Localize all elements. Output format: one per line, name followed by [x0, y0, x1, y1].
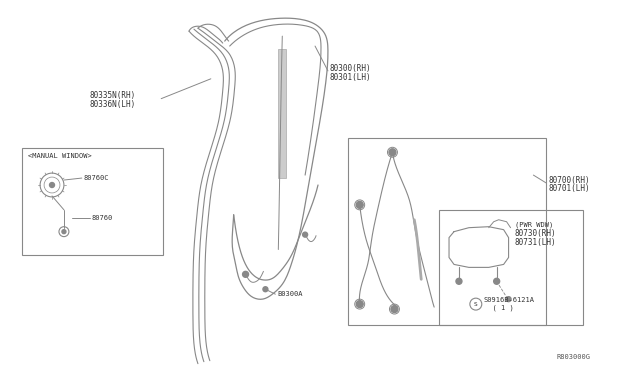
- Circle shape: [62, 230, 66, 234]
- Bar: [348, 138, 547, 325]
- Text: 80700(RH): 80700(RH): [548, 176, 590, 185]
- Circle shape: [391, 306, 398, 312]
- Text: (PWR WDW): (PWR WDW): [515, 221, 553, 228]
- Text: <MANUAL WINDOW>: <MANUAL WINDOW>: [28, 153, 92, 159]
- Text: 80701(LH): 80701(LH): [548, 185, 590, 193]
- Circle shape: [389, 149, 396, 156]
- Text: 80730(RH): 80730(RH): [515, 229, 556, 238]
- Circle shape: [356, 301, 363, 308]
- Text: 80760C: 80760C: [84, 175, 109, 181]
- Bar: [278, 49, 286, 178]
- Text: B0300A: B0300A: [277, 291, 303, 297]
- Bar: [22, 148, 163, 256]
- Circle shape: [303, 232, 308, 237]
- Text: S: S: [474, 302, 477, 307]
- Text: 80336N(LH): 80336N(LH): [90, 100, 136, 109]
- Bar: [439, 210, 583, 325]
- Text: 80731(LH): 80731(LH): [515, 238, 556, 247]
- Text: 80300(RH): 80300(RH): [330, 64, 372, 73]
- Circle shape: [506, 296, 511, 302]
- Text: 80301(LH): 80301(LH): [330, 73, 372, 82]
- Circle shape: [49, 183, 54, 187]
- Text: 80760: 80760: [92, 215, 113, 221]
- Circle shape: [243, 271, 248, 277]
- Circle shape: [263, 287, 268, 292]
- Text: R803000G: R803000G: [556, 354, 590, 360]
- Text: S0916B-6121A
  ( 1 ): S0916B-6121A ( 1 ): [484, 297, 535, 311]
- Circle shape: [493, 278, 500, 284]
- Circle shape: [456, 278, 462, 284]
- Circle shape: [356, 201, 363, 208]
- Text: 80335N(RH): 80335N(RH): [90, 91, 136, 100]
